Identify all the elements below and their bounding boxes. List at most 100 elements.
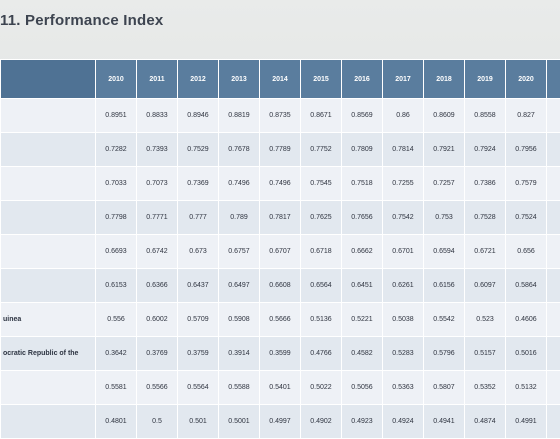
index-value-cell: 0.7529 xyxy=(178,133,219,167)
index-value-cell: 0.8671 xyxy=(301,99,342,133)
index-value-cell: 0.6451 xyxy=(342,269,383,303)
country-name-cell xyxy=(1,201,96,235)
year-header: 2015 xyxy=(301,60,342,99)
index-value-cell: 0.7 xyxy=(547,201,560,235)
index-value-cell: 0.4766 xyxy=(301,337,342,371)
year-header: 2012 xyxy=(178,60,219,99)
country-name-cell xyxy=(1,405,96,439)
index-value-cell: 0.8558 xyxy=(465,99,506,133)
index-value-cell: 0.5 xyxy=(547,371,560,405)
index-value-cell: 0.5807 xyxy=(424,371,465,405)
index-value-cell: 0.6097 xyxy=(465,269,506,303)
index-value-cell: 0.501 xyxy=(178,405,219,439)
year-header: 2013 xyxy=(219,60,260,99)
index-value-cell: 0.6153 xyxy=(96,269,137,303)
year-header: 2018 xyxy=(424,60,465,99)
index-value-cell: 0.8946 xyxy=(178,99,219,133)
index-value-cell: 0.7524 xyxy=(506,201,547,235)
index-value-cell: 0.7752 xyxy=(301,133,342,167)
index-value-cell: 0.5581 xyxy=(96,371,137,405)
index-value-cell: 0.5132 xyxy=(506,371,547,405)
index-value-cell: 0.8819 xyxy=(219,99,260,133)
index-value-cell: 0.86 xyxy=(383,99,424,133)
index-value-cell: 0.5401 xyxy=(260,371,301,405)
index-value-cell: 0.5221 xyxy=(342,303,383,337)
index-value-cell: 0.4874 xyxy=(465,405,506,439)
index-value-cell: 0.6594 xyxy=(424,235,465,269)
index-value-cell: 0.7393 xyxy=(137,133,178,167)
index-value-cell: 0.7542 xyxy=(383,201,424,235)
index-value-cell: 0.6156 xyxy=(424,269,465,303)
index-value-cell: 0.673 xyxy=(178,235,219,269)
index-value-cell: 0.7257 xyxy=(424,167,465,201)
index-value-cell: 0.556 xyxy=(96,303,137,337)
index-value-cell: 0.3759 xyxy=(178,337,219,371)
index-value-cell: 0.7579 xyxy=(506,167,547,201)
index-value-cell: 0.4801 xyxy=(96,405,137,439)
index-value-cell: 0.8 xyxy=(547,133,560,167)
index-value-cell: 0.5666 xyxy=(260,303,301,337)
index-value-cell: 0.5283 xyxy=(383,337,424,371)
index-value-cell: 0.7924 xyxy=(465,133,506,167)
index-value-cell: 0.3599 xyxy=(260,337,301,371)
index-value-cell: 0.3769 xyxy=(137,337,178,371)
index-value-cell: 0.5 xyxy=(547,405,560,439)
index-value-cell: 0.7771 xyxy=(137,201,178,235)
index-value-cell: 0.5038 xyxy=(383,303,424,337)
year-header: 2014 xyxy=(260,60,301,99)
index-value-cell: 0 xyxy=(547,337,560,371)
index-value-cell: 0.5157 xyxy=(465,337,506,371)
index-value-cell: 0.789 xyxy=(219,201,260,235)
index-value-cell: 0.7369 xyxy=(178,167,219,201)
index-value-cell: 0.7282 xyxy=(96,133,137,167)
index-value-cell: 0.5796 xyxy=(424,337,465,371)
index-value-cell: 0.5001 xyxy=(219,405,260,439)
index-value-cell: 0.7386 xyxy=(465,167,506,201)
index-value-cell: 0.4923 xyxy=(342,405,383,439)
index-value-cell: 0.8833 xyxy=(137,99,178,133)
index-value-cell: 0.4902 xyxy=(301,405,342,439)
index-value-cell: 0.7496 xyxy=(260,167,301,201)
index-value-cell: 0.7956 xyxy=(506,133,547,167)
index-value-cell: 0.5016 xyxy=(506,337,547,371)
country-name-cell xyxy=(1,99,96,133)
index-value-cell: 0.7033 xyxy=(96,167,137,201)
index-value-cell: 0.7518 xyxy=(342,167,383,201)
index-value-cell: 0.5566 xyxy=(137,371,178,405)
index-value-cell: 0.5864 xyxy=(506,269,547,303)
index-value-cell: 0.5363 xyxy=(383,371,424,405)
index-value-cell: 0.6437 xyxy=(178,269,219,303)
index-value-cell: 0.5709 xyxy=(178,303,219,337)
index-value-cell: 0.8 xyxy=(547,99,560,133)
index-value-cell: 0.6366 xyxy=(137,269,178,303)
index-value-cell: 0.6564 xyxy=(301,269,342,303)
index-value-cell: 0.656 xyxy=(506,235,547,269)
index-value-cell: 0.8951 xyxy=(96,99,137,133)
index-value-cell: 0.6261 xyxy=(383,269,424,303)
index-value-cell: 0.5908 xyxy=(219,303,260,337)
country-name-cell xyxy=(1,235,96,269)
index-value-cell: 0.5542 xyxy=(424,303,465,337)
index-value-cell: 0.7255 xyxy=(383,167,424,201)
index-value-cell: 0.7814 xyxy=(383,133,424,167)
index-value-cell: 0.6 xyxy=(547,235,560,269)
country-name-cell: ocratic Republic of the xyxy=(1,337,96,371)
index-value-cell: 0.7073 xyxy=(137,167,178,201)
country-column-header xyxy=(1,60,96,99)
index-value-cell: 0.4924 xyxy=(383,405,424,439)
index-value-cell: 0.5 xyxy=(547,269,560,303)
index-value-cell: 0.7496 xyxy=(219,167,260,201)
index-value-cell: 0.5588 xyxy=(219,371,260,405)
index-value-cell: 0.7656 xyxy=(342,201,383,235)
index-value-cell: 0.5352 xyxy=(465,371,506,405)
index-value-cell: 0.6662 xyxy=(342,235,383,269)
index-value-cell: 0.6742 xyxy=(137,235,178,269)
